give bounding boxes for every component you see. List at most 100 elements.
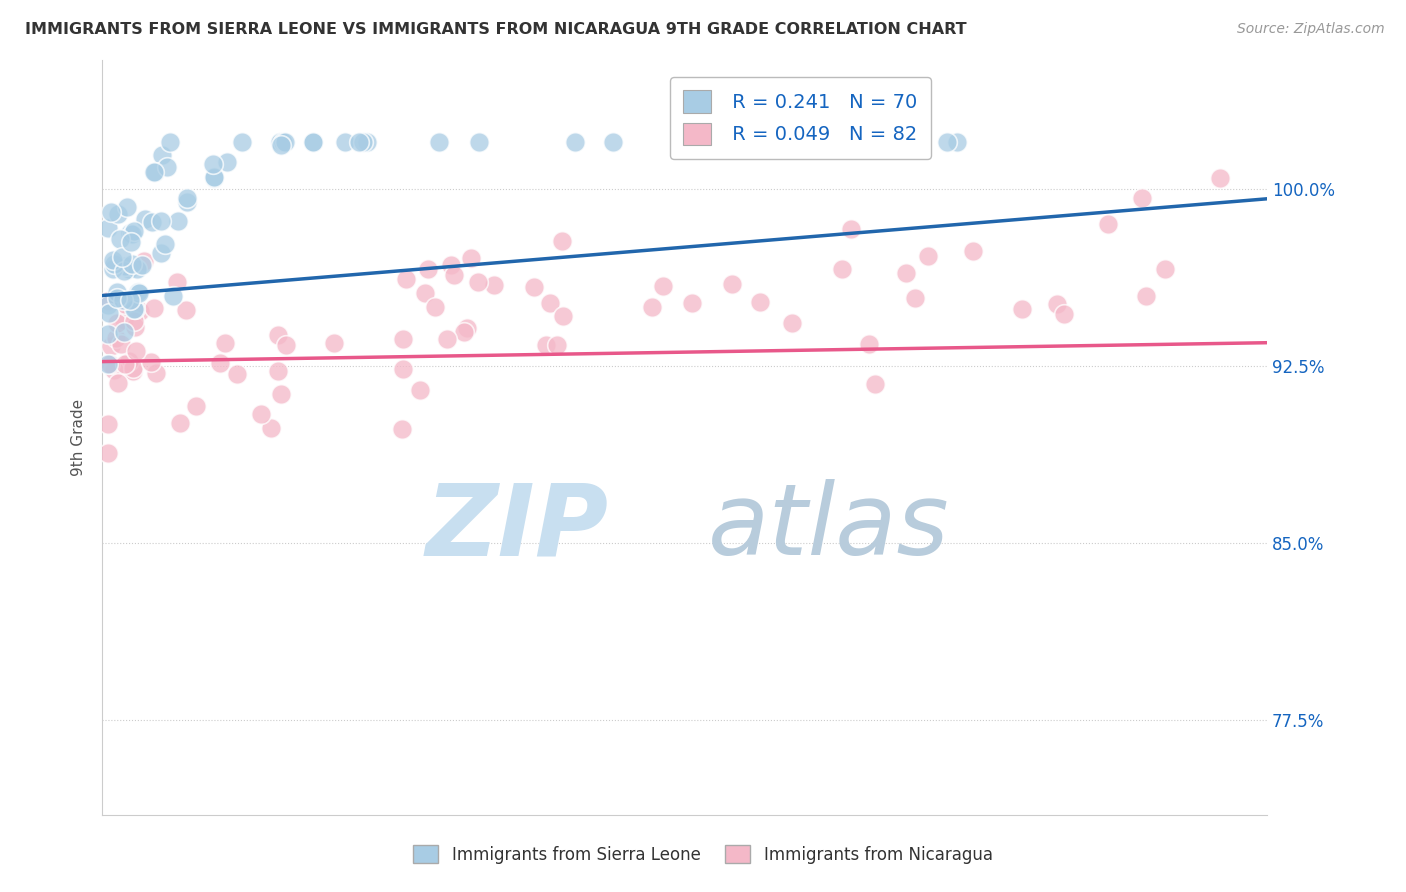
Point bbox=[453, 325, 475, 339]
Point bbox=[105, 292, 128, 306]
Point bbox=[641, 300, 664, 314]
Point bbox=[1135, 289, 1157, 303]
Point bbox=[103, 261, 125, 276]
Point bbox=[415, 285, 437, 300]
Point bbox=[416, 261, 439, 276]
Point bbox=[392, 361, 415, 376]
Point bbox=[97, 446, 120, 460]
Text: IMMIGRANTS FROM SIERRA LEONE VS IMMIGRANTS FROM NICARAGUA 9TH GRADE CORRELATION : IMMIGRANTS FROM SIERRA LEONE VS IMMIGRAN… bbox=[25, 22, 967, 37]
Point bbox=[688, 135, 710, 149]
Point bbox=[681, 296, 703, 310]
Point bbox=[124, 314, 146, 328]
Point bbox=[118, 354, 141, 368]
Point bbox=[436, 331, 458, 345]
Point bbox=[831, 261, 853, 276]
Point bbox=[456, 320, 478, 334]
Point bbox=[112, 293, 135, 307]
Point bbox=[1046, 297, 1069, 311]
Point bbox=[127, 285, 149, 300]
Point bbox=[1209, 170, 1232, 185]
Point bbox=[105, 285, 128, 299]
Point bbox=[112, 312, 135, 326]
Point bbox=[935, 135, 957, 149]
Point bbox=[226, 367, 249, 381]
Point bbox=[97, 294, 120, 309]
Point bbox=[482, 277, 505, 292]
Point bbox=[112, 326, 135, 340]
Point bbox=[120, 226, 142, 240]
Point bbox=[107, 207, 129, 221]
Point bbox=[108, 232, 131, 246]
Point bbox=[392, 332, 415, 346]
Point bbox=[1130, 191, 1153, 205]
Point bbox=[946, 135, 969, 149]
Point bbox=[409, 383, 432, 397]
Point bbox=[105, 316, 128, 330]
Point bbox=[98, 357, 121, 371]
Point bbox=[962, 244, 984, 258]
Point bbox=[143, 165, 166, 179]
Point bbox=[896, 266, 918, 280]
Point bbox=[131, 258, 153, 272]
Point bbox=[1153, 262, 1175, 277]
Point bbox=[250, 408, 273, 422]
Point bbox=[551, 235, 574, 249]
Point bbox=[1011, 302, 1033, 317]
Point bbox=[269, 135, 291, 149]
Point bbox=[145, 366, 167, 380]
Point bbox=[134, 212, 156, 227]
Point bbox=[602, 135, 624, 149]
Point bbox=[121, 227, 143, 241]
Point bbox=[149, 214, 172, 228]
Point bbox=[166, 275, 188, 289]
Point bbox=[467, 275, 489, 289]
Legend:  R = 0.241   N = 70,  R = 0.049   N = 82: R = 0.241 N = 70, R = 0.049 N = 82 bbox=[669, 77, 931, 159]
Point bbox=[122, 364, 145, 378]
Point bbox=[839, 222, 862, 236]
Point bbox=[274, 338, 297, 352]
Point bbox=[139, 355, 162, 369]
Point bbox=[114, 357, 136, 371]
Text: Source: ZipAtlas.com: Source: ZipAtlas.com bbox=[1237, 22, 1385, 37]
Point bbox=[266, 328, 288, 343]
Point bbox=[749, 295, 772, 310]
Point bbox=[751, 135, 773, 149]
Point bbox=[391, 422, 413, 436]
Point bbox=[720, 277, 742, 291]
Point bbox=[142, 301, 165, 316]
Point bbox=[118, 262, 141, 277]
Point bbox=[111, 250, 134, 264]
Point bbox=[156, 160, 179, 174]
Point bbox=[97, 326, 120, 341]
Text: ZIP: ZIP bbox=[426, 479, 609, 576]
Point bbox=[134, 253, 156, 268]
Point bbox=[120, 235, 142, 250]
Point bbox=[124, 302, 146, 317]
Point bbox=[176, 194, 198, 209]
Point bbox=[266, 364, 288, 378]
Point bbox=[273, 135, 295, 149]
Point bbox=[858, 337, 880, 351]
Point bbox=[97, 417, 120, 431]
Point bbox=[122, 224, 145, 238]
Point bbox=[124, 301, 146, 316]
Text: atlas: atlas bbox=[707, 479, 949, 576]
Point bbox=[273, 135, 295, 149]
Point bbox=[546, 338, 568, 352]
Point bbox=[97, 297, 120, 311]
Point bbox=[427, 135, 450, 149]
Point bbox=[270, 387, 292, 401]
Point bbox=[270, 137, 292, 152]
Point bbox=[460, 251, 482, 265]
Point bbox=[1097, 218, 1119, 232]
Point bbox=[121, 257, 143, 271]
Point bbox=[159, 135, 181, 149]
Point bbox=[141, 215, 163, 229]
Point bbox=[129, 303, 152, 318]
Point bbox=[202, 170, 225, 185]
Point bbox=[97, 306, 120, 320]
Point bbox=[780, 316, 803, 330]
Point bbox=[564, 135, 586, 149]
Point bbox=[349, 135, 371, 149]
Point bbox=[214, 335, 236, 350]
